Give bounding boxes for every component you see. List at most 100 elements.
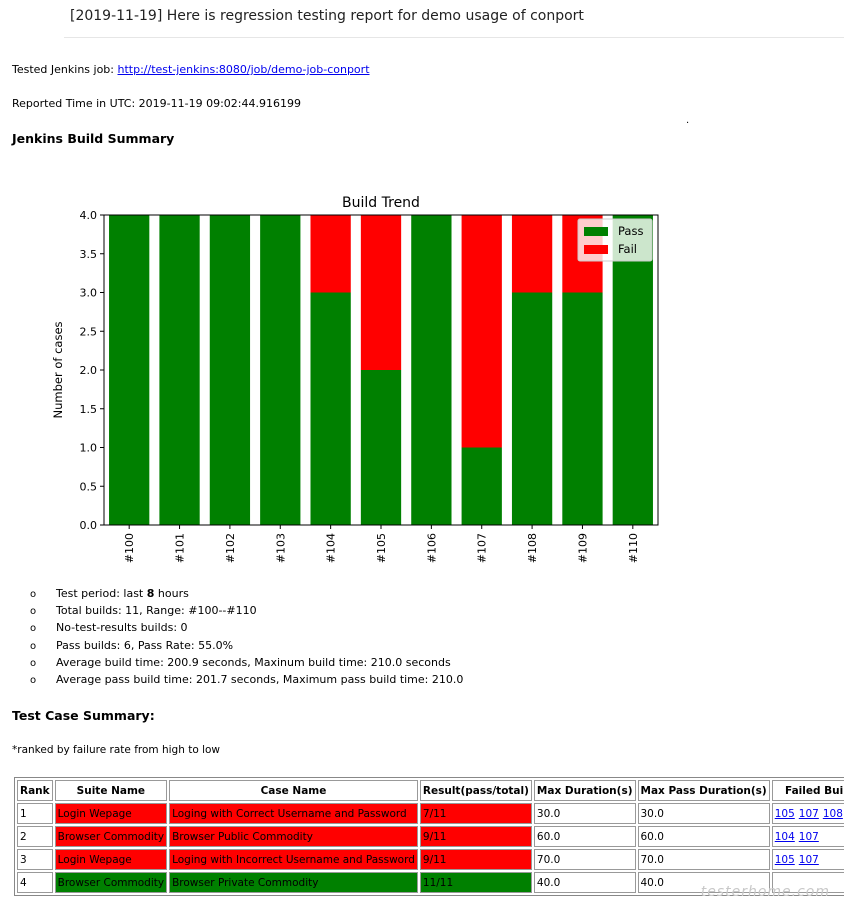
column-header: Result(pass/total) (419, 780, 532, 801)
table-row: 4 Browser Commodity Browser Private Commod… (17, 872, 844, 893)
case-name-cell: Browser Private Commodity (169, 872, 418, 893)
y-tick-label: 1.5 (80, 403, 98, 416)
max-pass-duration-cell: 30.0 (637, 803, 770, 824)
bullet: o (30, 674, 37, 686)
y-tick-label: 1.0 (80, 442, 98, 455)
summary-text: Average build time: 200.9 seconds, Maxin… (56, 655, 451, 669)
case-name-cell: Browser Public Commodity (169, 826, 418, 847)
period-prefix: Test period: last (56, 587, 147, 600)
build-trend-chart: Build Trend Number of cases #100 #101 #102 #1… (51, 195, 659, 563)
y-axis-label: Number of cases (51, 321, 65, 418)
summary-text: Total builds: 11, Range: #100--#110 (56, 604, 257, 618)
table-row: 2 Browser Commodity Browser Public Commodi… (17, 826, 844, 847)
bullet: o (30, 589, 37, 600)
failed-builds-cell: 105107108109 (771, 803, 844, 824)
x-tick-label: #100 (123, 533, 136, 563)
bar-fail (461, 215, 502, 448)
bar-pass (511, 292, 553, 525)
bar-pass (159, 215, 200, 525)
legend-label-pass: Pass (618, 224, 643, 238)
period-suffix: hours (154, 587, 189, 600)
legend-swatch-fail (584, 245, 608, 254)
period-value: 8 (146, 587, 155, 600)
tested-job-line: Tested Jenkins job: http://test-jenkins:… (12, 63, 370, 76)
bullet: o (30, 623, 37, 635)
max-duration-cell: 30.0 (533, 803, 636, 824)
column-header: Case Name (169, 780, 418, 801)
rank-cell: 3 (17, 849, 53, 870)
legend-swatch-pass (584, 227, 608, 236)
rank-cell: 4 (17, 872, 53, 893)
x-tick-label: #103 (274, 533, 287, 563)
max-pass-duration-cell: 40.0 (637, 872, 770, 893)
x-tick-label: #102 (224, 533, 237, 563)
x-tick-label: #106 (425, 533, 438, 563)
x-tick-label: #109 (576, 533, 589, 563)
failed-build-link[interactable]: 107 (798, 853, 819, 866)
bar-pass (310, 292, 351, 525)
bar-pass (562, 292, 603, 525)
column-header: Rank (17, 780, 53, 801)
failed-build-link[interactable]: 105 (774, 807, 795, 820)
legend-label-fail: Fail (618, 242, 637, 256)
y-tick-label: 2.5 (80, 325, 98, 338)
table-row: 1 Login Wepage Loging with Correct Usernam… (17, 803, 844, 824)
summary-item: o Average pass build time: 201.7 seconds,… (30, 671, 463, 688)
y-tick-label: 4.0 (80, 209, 98, 222)
x-tick-label: #104 (325, 533, 338, 563)
summary-item: o No-test-results builds: 0 (30, 619, 463, 636)
test-case-table: Rank Suite Name Case Name Result(pass/total… (14, 777, 844, 896)
column-header: Suite Name (54, 780, 168, 801)
x-tick-label: #107 (476, 533, 489, 563)
stray-dot: . (686, 115, 690, 126)
case-summary-heading: Test Case Summary: (12, 708, 155, 723)
y-tick-label: 0.0 (80, 519, 98, 532)
reported-time: Reported Time in UTC: 2019-11-19 09:02:4… (12, 97, 301, 110)
failed-build-link[interactable]: 104 (774, 830, 795, 843)
bar-pass (260, 215, 301, 525)
build-summary-list: o Test period: last 8 hours o Total builds… (30, 585, 463, 688)
chart-title: Build Trend (342, 195, 420, 211)
suite-name-cell: Browser Commodity (54, 872, 168, 893)
case-name-cell: Loging with Correct Username and Passwor… (169, 803, 418, 824)
bar-pass (411, 215, 452, 525)
suite-name-cell: Login Wepage (54, 803, 168, 824)
result-cell: 9/11 (419, 826, 532, 847)
summary-text: Pass builds: 6, Pass Rate: 55.0% (56, 638, 234, 652)
summary-item: o Average build time: 200.9 seconds, Maxi… (30, 654, 463, 671)
failed-build-link[interactable]: 107 (798, 830, 819, 843)
failed-builds-cell: 104 107 (771, 826, 844, 847)
failed-builds-cell: 105 107 (771, 849, 844, 870)
bullet: o (30, 640, 37, 652)
x-tick-label: #108 (526, 533, 539, 563)
column-header: Failed Builds (771, 780, 844, 801)
failed-build-link[interactable]: 107 (798, 807, 819, 820)
max-duration-cell: 60.0 (533, 826, 636, 847)
summary-item: o Total builds: 11, Range: #100--#110 (30, 602, 463, 619)
bullet: o (30, 606, 37, 618)
bar-pass (612, 215, 653, 525)
bar-pass (461, 447, 502, 525)
failed-build-link[interactable]: 108 (822, 807, 843, 820)
y-tick-label: 2.0 (80, 364, 98, 377)
summary-item: o Pass builds: 6, Pass Rate: 55.0% (30, 637, 463, 654)
bar-pass (209, 215, 251, 525)
suite-name-cell: Login Wepage (54, 849, 168, 870)
plot-frame (103, 214, 659, 526)
y-tick-label: 3.5 (80, 248, 98, 261)
summary-text: No-test-results builds: 0 (56, 621, 188, 635)
max-pass-duration-cell: 70.0 (637, 849, 770, 870)
table-header-row: Rank Suite Name Case Name Result(pass/total… (17, 780, 844, 801)
jenkins-job-link[interactable]: http://test-jenkins:8080/job/demo-job-co… (117, 63, 370, 76)
y-tick-label: 0.5 (80, 480, 98, 493)
column-header: Max Duration(s) (533, 780, 636, 801)
table-row: 3 Login Wepage Loging with Incorrect Usern… (17, 849, 844, 870)
failed-build-link[interactable]: 105 (774, 853, 795, 866)
result-cell: 11/11 (419, 872, 532, 893)
rank-cell: 2 (17, 826, 53, 847)
max-duration-cell: 40.0 (533, 872, 636, 893)
x-tick-label: #105 (375, 533, 388, 563)
build-summary-heading: Jenkins Build Summary (12, 131, 175, 146)
watermark: testerhome.com (700, 884, 830, 900)
bar-fail (511, 215, 553, 293)
